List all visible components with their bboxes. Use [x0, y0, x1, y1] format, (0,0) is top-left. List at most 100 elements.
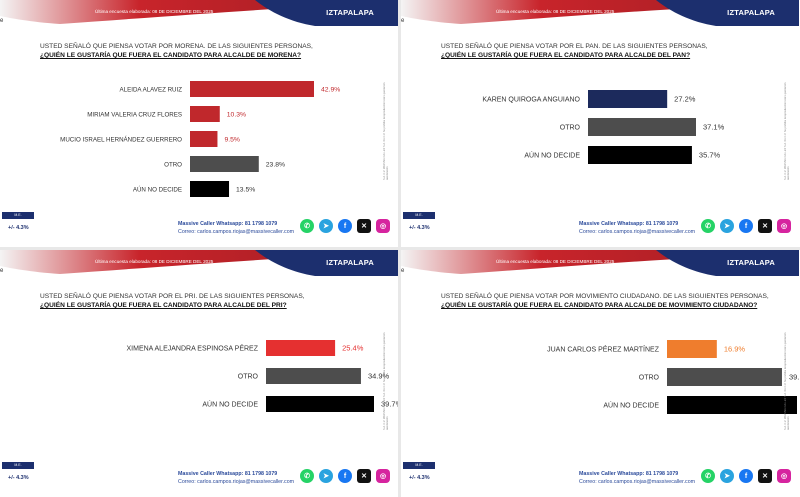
facebook-icon[interactable]: f	[739, 219, 753, 233]
panel-morena: Última encuesta elaborada: 08 DE DICIEMB…	[0, 0, 398, 247]
place-title: IZTAPALAPA	[326, 8, 374, 17]
question-line-2: ¿QUIÉN LE GUSTARÍA QUE FUERA EL CANDIDAT…	[40, 302, 287, 309]
bar-chart-svg: KAREN QUIROGA ANGUIANO 27.2% OTRO 37.1% AÚN …	[482, 90, 725, 164]
bar	[588, 146, 692, 164]
footer: M.E. +/- 4.3% Massive Caller Whatsapp: 8…	[0, 461, 398, 497]
telegram-icon[interactable]: ➤	[319, 469, 333, 483]
instagram-icon[interactable]: ◎	[777, 469, 791, 483]
margin-of-error: +/- 4.3%	[409, 475, 430, 481]
panel-mc: Última encuesta elaborada: 08 DE DICIEMB…	[401, 250, 799, 497]
place-title: IZTAPALAPA	[326, 258, 374, 267]
category-label: OTRO	[238, 374, 259, 381]
me-badge: M.E.	[2, 212, 34, 219]
x-icon[interactable]: ✕	[357, 469, 371, 483]
telegram-icon[interactable]: ➤	[720, 219, 734, 233]
bar	[266, 368, 361, 384]
value-label: 9.5%	[224, 137, 240, 144]
panel-pri: Última encuesta elaborada: 08 DE DICIEMB…	[0, 250, 398, 497]
telegram-icon[interactable]: ➤	[319, 219, 333, 233]
margin-of-error: +/- 4.3%	[8, 225, 29, 231]
value-label: 25.4%	[342, 344, 364, 353]
bar	[190, 131, 218, 147]
margin-box: M.E. +/- 4.3%	[401, 211, 441, 235]
facebook-icon[interactable]: f	[338, 219, 352, 233]
bar	[266, 340, 336, 356]
x-icon[interactable]: ✕	[758, 469, 772, 483]
category-label: OTRO	[639, 375, 660, 382]
margin-box: M.E. +/- 4.3%	[0, 211, 40, 235]
social-icons: ✆ ➤ f ✕ ◎	[300, 469, 390, 483]
bar-chart-svg: ALEIDA ALAVEZ RUIZ 42.9% MIRIAM VALERIA CR…	[60, 81, 340, 197]
category-label: AÚN NO DECIDE	[202, 400, 258, 409]
category-label: AÚN NO DECIDE	[133, 187, 182, 194]
value-label: 10.3%	[227, 112, 246, 119]
logo-fragment: e	[0, 268, 4, 274]
bar	[266, 396, 374, 412]
category-label: ALEIDA ALAVEZ RUIZ	[120, 87, 183, 94]
whatsapp-contact: Massive Caller Whatsapp: 81 1798 1079	[178, 221, 278, 227]
bar	[190, 81, 314, 97]
value-label: 42.9%	[321, 87, 340, 94]
whatsapp-icon[interactable]: ✆	[300, 469, 314, 483]
margin-box: M.E. +/- 4.3%	[0, 461, 40, 485]
side-note: S.A. C.V. MASSIVE CALLER S.A. DE C.V. Se…	[383, 82, 389, 180]
instagram-icon[interactable]: ◎	[777, 219, 791, 233]
whatsapp-contact: Massive Caller Whatsapp: 81 1798 1079	[178, 471, 278, 477]
email-contact: Correo: carlos.campos.riojas@massivecall…	[178, 229, 295, 235]
margin-of-error: +/- 4.3%	[8, 475, 29, 481]
whatsapp-icon[interactable]: ✆	[701, 219, 715, 233]
category-label: AÚN NO DECIDE	[524, 151, 580, 160]
x-icon[interactable]: ✕	[758, 219, 772, 233]
header-banner: Última encuesta elaborada: 08 DE DICIEMB…	[401, 250, 799, 276]
me-badge: M.E.	[2, 462, 34, 469]
value-label: 35.7%	[699, 151, 721, 160]
survey-date: Última encuesta elaborada: 08 DE DICIEMB…	[95, 259, 214, 264]
category-label: KAREN QUIROGA ANGUIANO	[482, 97, 580, 104]
email-contact: Correo: carlos.campos.riojas@massivecall…	[579, 229, 696, 235]
side-note: S.A. C.V. MASSIVE CALLER S.A. DE C.V. Se…	[383, 332, 389, 430]
social-icons: ✆ ➤ f ✕ ◎	[701, 469, 791, 483]
facebook-icon[interactable]: f	[338, 469, 352, 483]
bar	[667, 368, 782, 386]
category-label: JUAN CARLOS PÉREZ MARTÍNEZ	[547, 345, 660, 354]
value-label: 13.5%	[236, 187, 255, 194]
category-label: MIRIAM VALERIA CRUZ FLORES	[87, 112, 182, 119]
value-label: 34.9%	[368, 372, 390, 381]
instagram-icon[interactable]: ◎	[376, 219, 390, 233]
value-label: 27.2%	[674, 95, 696, 104]
banner-shape	[401, 250, 799, 276]
footer: M.E. +/- 4.3% Massive Caller Whatsapp: 8…	[401, 211, 799, 247]
x-icon[interactable]: ✕	[357, 219, 371, 233]
whatsapp-icon[interactable]: ✆	[701, 469, 715, 483]
bar	[667, 396, 797, 414]
question-line-2: ¿QUIÉN LE GUSTARÍA QUE FUERA EL CANDIDAT…	[441, 52, 691, 59]
category-label: XIMENA ALEJANDRA ESPINOSA PÉREZ	[127, 344, 259, 353]
survey-date: Última encuesta elaborada: 08 DE DICIEMB…	[496, 9, 615, 14]
bar-chart: ALEIDA ALAVEZ RUIZ 42.9% MIRIAM VALERIA CR…	[0, 70, 398, 210]
logo-fragment: e	[401, 268, 405, 274]
facebook-icon[interactable]: f	[739, 469, 753, 483]
me-badge: M.E.	[403, 212, 435, 219]
telegram-icon[interactable]: ➤	[720, 469, 734, 483]
banner-shape	[0, 250, 398, 276]
footer: M.E. +/- 4.3% Massive Caller Whatsapp: 8…	[0, 211, 398, 247]
value-label: 39.0%	[789, 373, 799, 382]
whatsapp-icon[interactable]: ✆	[300, 219, 314, 233]
place-title: IZTAPALAPA	[727, 258, 775, 267]
category-label: AÚN NO DECIDE	[603, 401, 659, 410]
survey-date: Última encuesta elaborada: 08 DE DICIEMB…	[95, 9, 214, 14]
value-label: 16.9%	[724, 345, 746, 354]
email-contact: Correo: carlos.campos.riojas@massivecall…	[178, 479, 295, 485]
bar-chart: KAREN QUIROGA ANGUIANO 27.2% OTRO 37.1% AÚN …	[401, 70, 799, 210]
horizontal-separator	[0, 247, 800, 250]
instagram-icon[interactable]: ◎	[376, 469, 390, 483]
whatsapp-contact: Massive Caller Whatsapp: 81 1798 1079	[579, 471, 679, 477]
bar-chart: JUAN CARLOS PÉREZ MARTÍNEZ 16.9% OTRO 39.0%…	[401, 320, 799, 460]
header-banner: Última encuesta elaborada: 08 DE DICIEMB…	[0, 0, 398, 26]
social-icons: ✆ ➤ f ✕ ◎	[701, 219, 791, 233]
survey-date: Última encuesta elaborada: 08 DE DICIEMB…	[496, 259, 615, 264]
question-line-2: ¿QUIÉN LE GUSTARÍA QUE FUERA EL CANDIDAT…	[441, 302, 758, 309]
category-label: MUCIO ISRAEL HERNÁNDEZ GUERRERO	[60, 137, 182, 144]
banner-shape	[0, 0, 398, 26]
question-line-1: USTED SEÑALÓ QUE PIENSA VOTAR POR MORENA…	[40, 43, 313, 50]
